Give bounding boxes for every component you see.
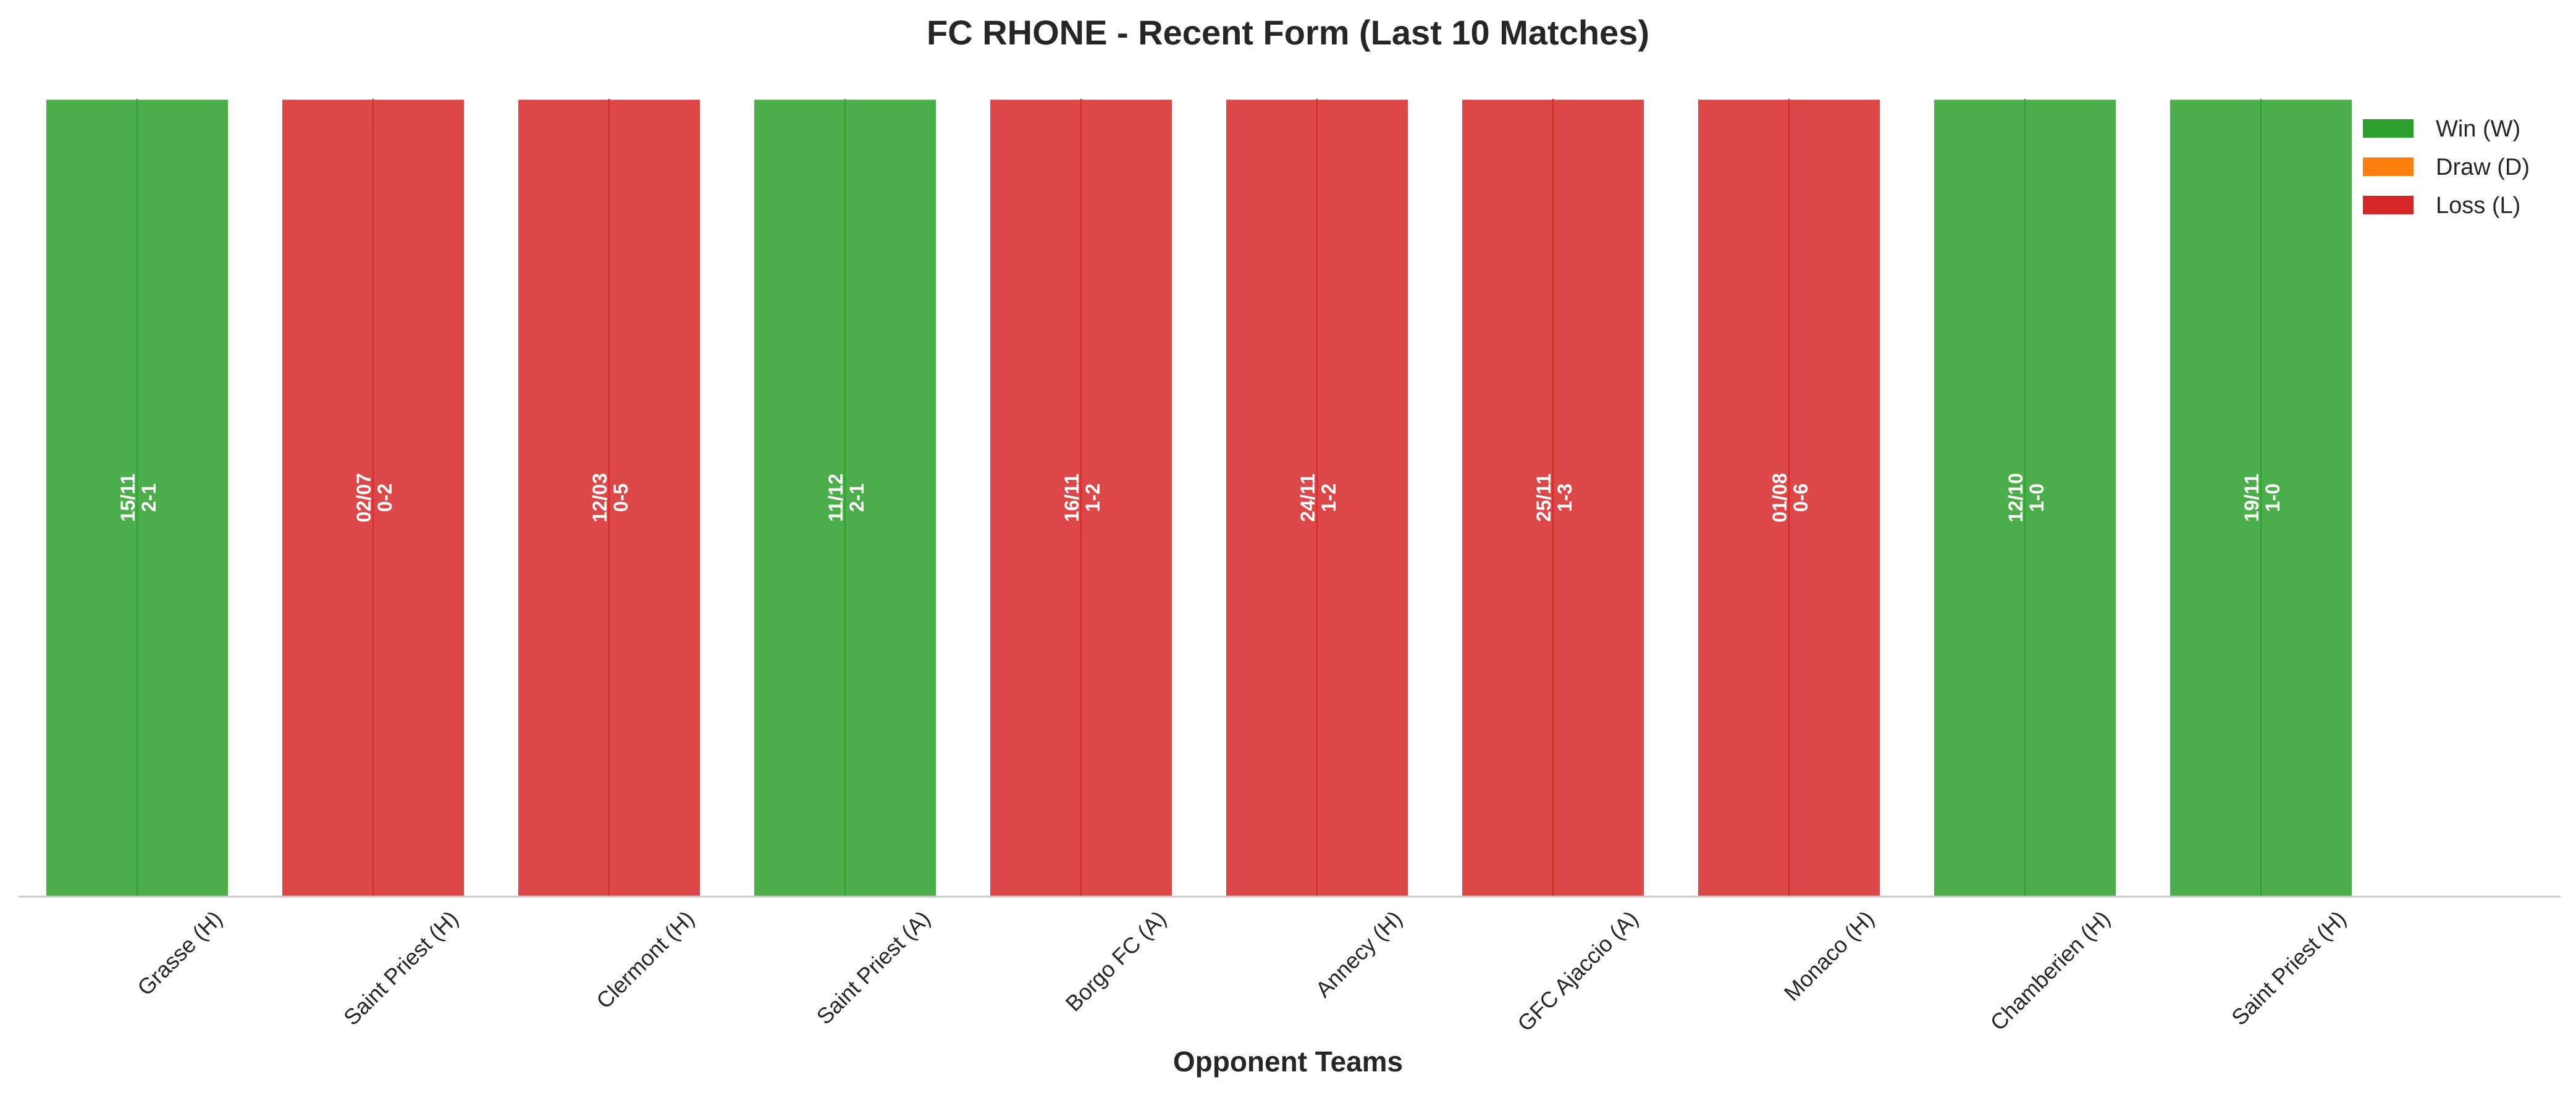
match-date: 16/11 [1061,474,1083,522]
match-date: 24/11 [1297,474,1319,522]
legend-swatch [2363,157,2414,176]
match-date: 12/10 [2005,473,2027,522]
x-tick-label: Grasse (H) [132,906,227,1000]
legend: Win (W) Draw (D) Loss (L) [2363,116,2530,219]
bar-data-label: 01/080-6 [1769,473,1812,522]
match-score: 0-5 [610,484,632,512]
match-date: 15/11 [117,474,139,522]
legend-label: Draw (D) [2436,154,2530,180]
bar-data-label: 12/101-0 [2005,473,2048,522]
legend-label: Win (W) [2436,116,2520,142]
x-tick-label: Saint Priest (A) [811,906,935,1029]
chart-title: FC RHONE - Recent Form (Last 10 Matches) [927,13,1649,52]
match-score: 1-3 [1554,484,1576,512]
x-tick-label: Borgo FC (A) [1061,906,1171,1016]
x-tick-label: Annecy (H) [1310,906,1407,1002]
bar-data-label: 24/111-2 [1297,474,1340,522]
legend-swatch [2363,196,2414,214]
match-score: 2-1 [846,484,868,512]
match-score: 1-2 [1318,484,1340,512]
match-date: 01/08 [1769,473,1791,522]
bar-data-label: 11/122-1 [825,474,868,522]
legend-swatch [2363,119,2414,138]
bar-data-label: 12/030-5 [589,473,632,522]
x-tick-label: GFC Ajaccio (A) [1512,906,1643,1036]
bar-data-label: 16/111-2 [1061,474,1104,522]
bar-data-label: 19/111-0 [2241,474,2284,522]
match-date: 19/11 [2241,474,2263,522]
bars-group: 15/112-1 02/070-2 12/030-5 11/122-1 16/111-2… [44,98,2354,898]
x-tick-label: Monaco (H) [1779,906,1879,1006]
match-date: 12/03 [589,473,611,522]
legend-label: Loss (L) [2436,193,2520,219]
match-score: 1-2 [1082,484,1104,512]
match-score: 1-0 [2262,484,2284,512]
match-score: 2-1 [138,484,160,512]
bar-data-label: 02/070-2 [353,473,396,522]
match-score: 0-2 [374,484,396,512]
match-date: 25/11 [1533,474,1555,522]
bar-data-label: 25/111-3 [1533,474,1576,522]
x-tick-label: Clermont (H) [591,906,699,1014]
match-date: 11/12 [825,474,847,522]
match-score: 1-0 [2026,484,2048,512]
x-tick-label: Saint Priest (H) [2226,906,2351,1031]
x-tick-label: Saint Priest (H) [339,906,463,1031]
x-tick-labels: Grasse (H) Saint Priest (H) Clermont (H) Sa… [132,906,2351,1036]
x-axis-label: Opponent Teams [1173,1045,1403,1078]
bar-data-label: 15/112-1 [117,474,160,522]
match-date: 02/07 [353,473,375,522]
match-score: 0-6 [1790,484,1812,512]
x-tick-label: Chamberien (H) [1985,906,2115,1036]
